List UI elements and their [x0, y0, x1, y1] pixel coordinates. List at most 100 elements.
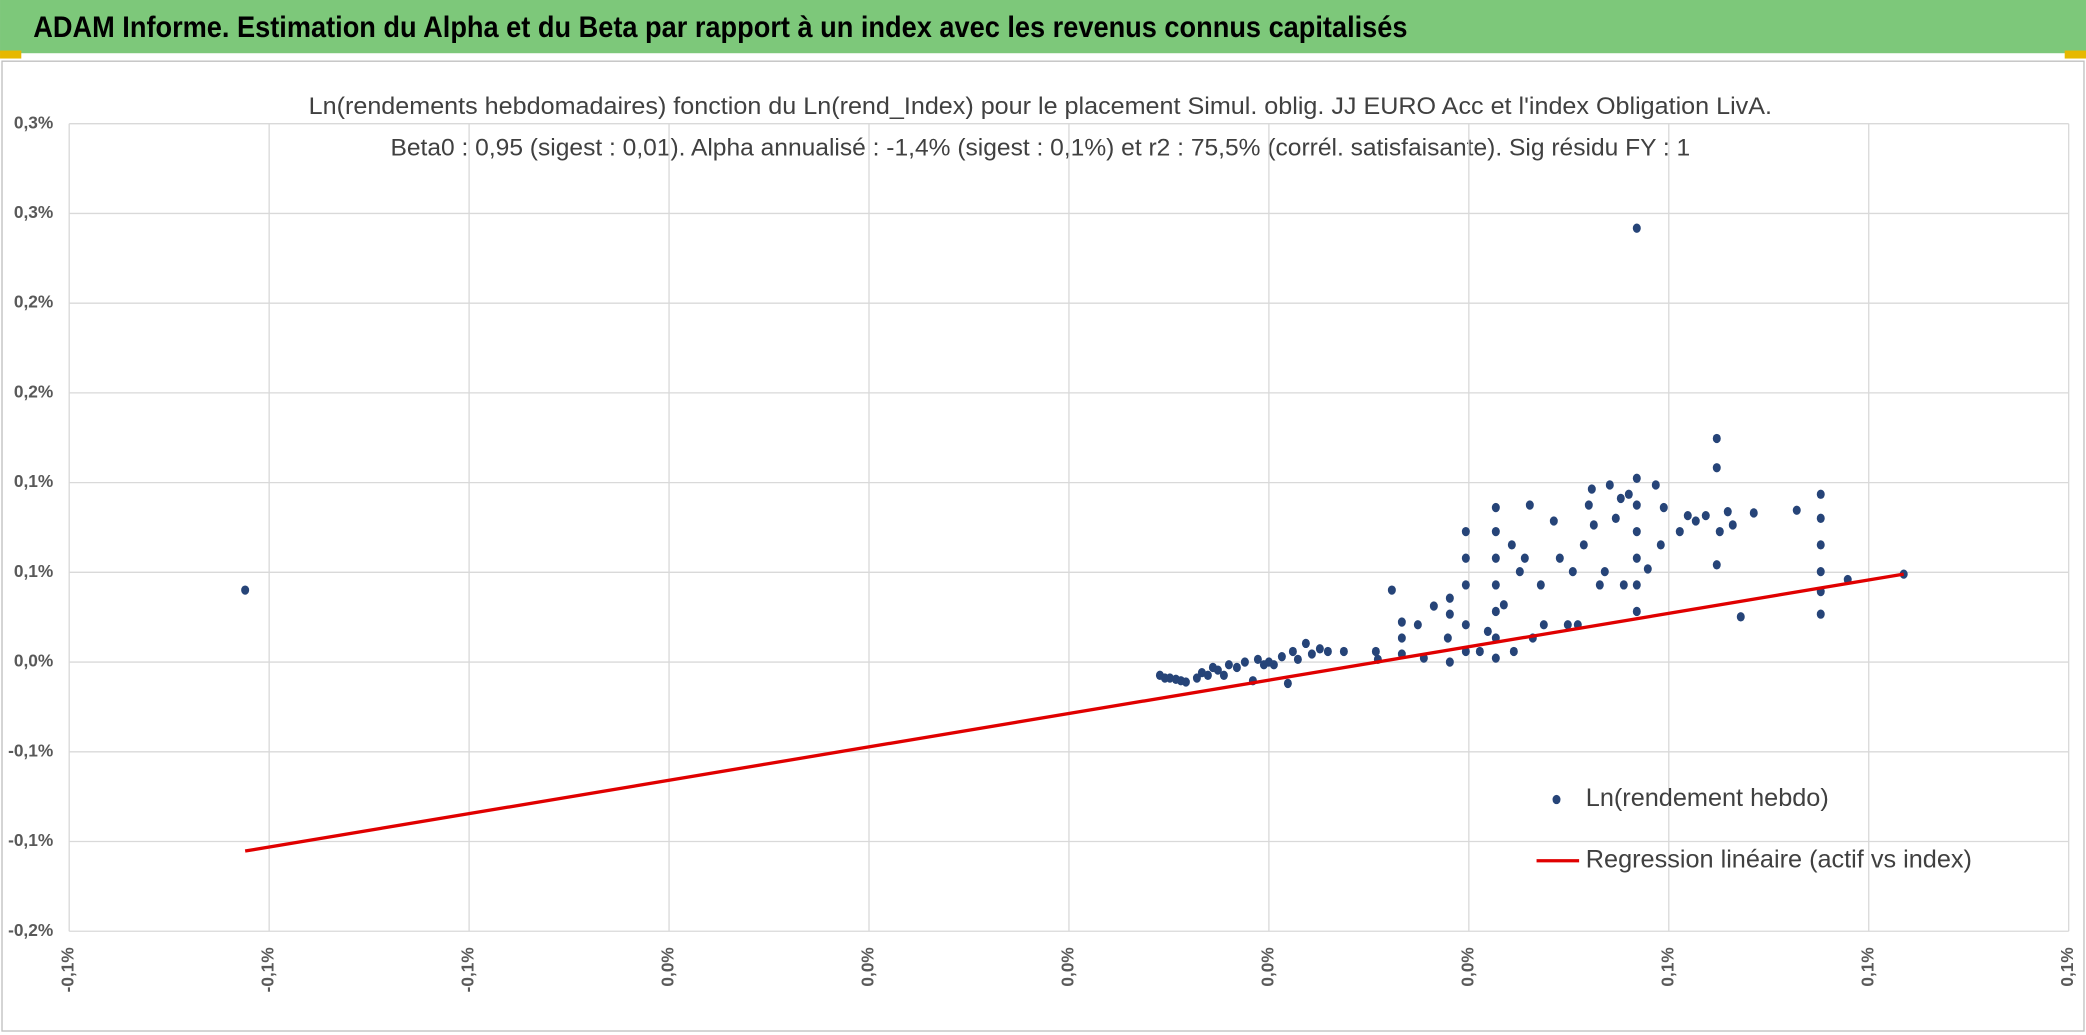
point: [1712, 560, 1721, 570]
point: [1816, 489, 1825, 499]
point: [1283, 678, 1292, 689]
plot-area: [68, 123, 2070, 932]
point: [1491, 553, 1500, 563]
point: [1632, 473, 1641, 483]
point: [1611, 513, 1620, 523]
point: [1816, 609, 1825, 619]
chart-title: Ln(rendements hebdomadaires) fonction du…: [309, 93, 1772, 120]
point: [1816, 566, 1825, 577]
point: [1619, 580, 1628, 590]
header-title: ADAM Informe. Estimation du Alpha et du …: [33, 12, 1407, 44]
y-tick-label: 0,2%: [14, 381, 53, 401]
point: [1461, 526, 1470, 537]
x-tick-label: 0,0%: [858, 947, 878, 986]
corner: [2064, 50, 2086, 59]
y-tick-label: -0,2%: [8, 920, 53, 940]
point: [1659, 502, 1668, 513]
point: [1728, 520, 1737, 530]
point: [1387, 585, 1396, 595]
point: [1165, 673, 1174, 683]
point: [1483, 626, 1492, 637]
point: [1616, 493, 1625, 504]
grid: [68, 123, 2070, 932]
x-tick-label: 0,1%: [1857, 947, 1877, 986]
y-tick-label: -0,1%: [8, 830, 53, 850]
point: [1605, 480, 1614, 490]
point: [1632, 526, 1641, 537]
point: [1224, 660, 1233, 670]
corner: [0, 50, 22, 59]
point: [1520, 553, 1529, 563]
point: [1816, 513, 1825, 523]
point: [1579, 540, 1588, 550]
y-tick-label: 0,3%: [14, 112, 53, 132]
point: [1632, 223, 1641, 233]
point: [1277, 652, 1286, 662]
point: [1701, 510, 1710, 521]
point: [1181, 677, 1190, 687]
point: [1539, 620, 1548, 630]
point: [241, 585, 250, 595]
point: [1507, 540, 1516, 550]
point: [1632, 580, 1641, 590]
point: [1632, 553, 1641, 563]
point: [1240, 657, 1249, 667]
point: [1269, 660, 1278, 670]
point: [1491, 526, 1500, 537]
point: [1595, 580, 1604, 590]
chart-subtitle: Beta0 : 0,95 (sigest : 0,01). Alpha annu…: [390, 134, 1690, 161]
x-tick-label: -0,1%: [258, 947, 278, 992]
point: [1632, 606, 1641, 617]
point: [1219, 670, 1228, 680]
point: [1683, 510, 1692, 521]
point: [1792, 505, 1801, 515]
y-tick-label: 0,3%: [14, 202, 53, 222]
point: [1624, 489, 1633, 499]
point: [1509, 646, 1518, 657]
point: [1563, 620, 1572, 630]
point: [1589, 520, 1598, 530]
point: [1549, 516, 1558, 526]
point: [1584, 500, 1593, 510]
y-tick-label: 0,0%: [14, 651, 53, 671]
point: [1691, 516, 1700, 526]
point: [1491, 580, 1500, 590]
point: [1715, 526, 1724, 537]
point: [1323, 646, 1332, 657]
point: [1600, 566, 1609, 577]
point: [1491, 502, 1500, 513]
point: [1443, 633, 1452, 643]
point: [1475, 646, 1484, 657]
point: [1339, 646, 1348, 657]
regression-line: [244, 572, 1905, 853]
point: [1749, 508, 1758, 518]
point: [1232, 662, 1241, 673]
point: [1587, 484, 1596, 494]
point: [1288, 646, 1297, 657]
legend-swatch: [1552, 794, 1561, 805]
point: [1315, 644, 1324, 654]
point: [1816, 540, 1825, 550]
y-tick-label: -0,1%: [8, 740, 53, 760]
point: [1445, 593, 1454, 603]
point: [1632, 500, 1641, 510]
point: [1461, 580, 1470, 590]
point: [1651, 480, 1660, 490]
point: [1675, 526, 1684, 537]
x-tick-label: -0,1%: [458, 947, 478, 992]
point: [1536, 580, 1545, 590]
x-tick-label: -0,1%: [58, 947, 78, 992]
point: [1293, 654, 1302, 665]
point: [1656, 540, 1665, 550]
point: [1213, 665, 1222, 675]
point: [1525, 500, 1534, 510]
point: [1203, 670, 1212, 680]
x-tick-label: 0,0%: [658, 947, 678, 986]
point: [1712, 463, 1721, 473]
y-tick-label: 0,1%: [14, 561, 53, 581]
y-tick-label: 0,2%: [14, 292, 53, 312]
point: [1397, 633, 1406, 643]
header-bar: [0, 0, 2086, 54]
point: [1723, 507, 1732, 517]
